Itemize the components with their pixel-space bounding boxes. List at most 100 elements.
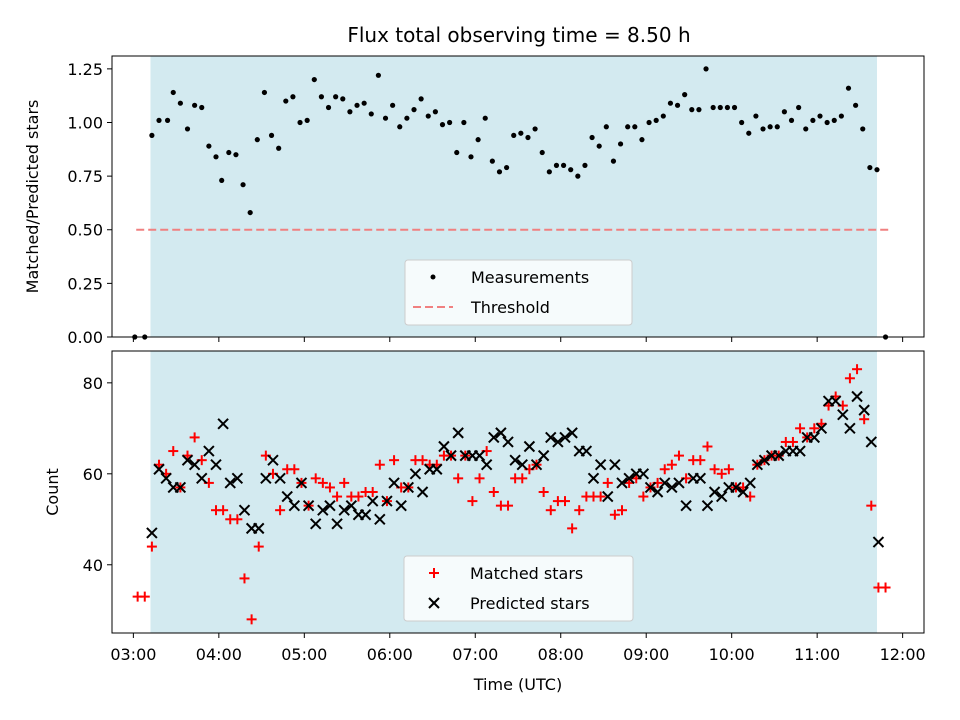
cross-stroke-b bbox=[580, 445, 593, 457]
measurement-point bbox=[845, 85, 852, 91]
predicted-star-point bbox=[609, 459, 621, 471]
matched-star-point bbox=[702, 441, 713, 452]
cross-stroke-b bbox=[602, 490, 614, 503]
measurement-point bbox=[532, 126, 538, 132]
predicted-star-point bbox=[651, 486, 664, 498]
cross-stroke-b bbox=[623, 472, 635, 485]
measurement-point bbox=[682, 92, 688, 98]
measurement-point bbox=[504, 164, 510, 171]
matched-star-point bbox=[332, 491, 343, 502]
predicted-star-point bbox=[473, 449, 486, 462]
cross-stroke-b bbox=[402, 481, 415, 494]
measurement-point bbox=[276, 145, 282, 151]
measurement-point bbox=[824, 119, 830, 126]
cross-stroke-b bbox=[238, 504, 251, 516]
cross-stroke-b bbox=[594, 459, 607, 471]
predicted-star-point bbox=[366, 495, 379, 507]
measurement-point bbox=[489, 158, 495, 164]
measurement-point bbox=[831, 117, 837, 123]
predicted-star-point bbox=[409, 468, 422, 480]
cross-stroke-b bbox=[224, 477, 236, 489]
legend-threshold-label: Threshold bbox=[470, 298, 550, 317]
cross-stroke-b bbox=[637, 468, 650, 480]
matched-star-point bbox=[545, 505, 556, 516]
measurement-point bbox=[156, 117, 162, 123]
predicted-star-point bbox=[438, 440, 450, 453]
predicted-star-point bbox=[730, 481, 742, 494]
predicted-star-point bbox=[858, 404, 870, 416]
time-x-tick-label: 06:00 bbox=[367, 645, 413, 664]
measurement-point bbox=[149, 132, 155, 138]
predicted-star-point bbox=[196, 472, 208, 485]
ratio-y-label: Matched/Predicted stars bbox=[23, 100, 42, 294]
predicted-star-point bbox=[231, 472, 244, 485]
matched-star-point bbox=[673, 450, 684, 461]
predicted-star-point bbox=[694, 472, 707, 485]
cross-stroke-b bbox=[428, 597, 440, 609]
predicted-star-point bbox=[844, 422, 856, 435]
predicted-star-point bbox=[616, 477, 628, 489]
predicted-star-point bbox=[808, 431, 821, 444]
cross-stroke-b bbox=[680, 499, 692, 512]
predicted-star-point bbox=[224, 477, 236, 489]
cross-stroke-b bbox=[196, 472, 208, 485]
measurement-point bbox=[297, 119, 303, 126]
measurement-point bbox=[261, 89, 268, 96]
cross-stroke-b bbox=[174, 481, 187, 494]
ratio-y-tick-label: 0.75 bbox=[67, 167, 103, 186]
measurement-point bbox=[447, 119, 453, 126]
predicted-star-point bbox=[872, 536, 885, 548]
ratio-y-tick-label: 1.00 bbox=[67, 113, 103, 132]
cross-stroke-b bbox=[445, 449, 457, 462]
predicted-star-point bbox=[701, 499, 714, 512]
cross-stroke-b bbox=[438, 440, 450, 453]
measurement-point bbox=[340, 96, 346, 102]
measurement-point bbox=[689, 107, 695, 113]
measurement-point bbox=[170, 89, 176, 96]
cross-stroke-b bbox=[310, 518, 322, 530]
measurement-point bbox=[432, 109, 438, 115]
measurement-point bbox=[710, 104, 716, 111]
measurement-point bbox=[525, 134, 531, 141]
cross-stroke-b bbox=[844, 422, 856, 435]
matched-star-point bbox=[232, 514, 243, 525]
cross-stroke-b bbox=[181, 454, 194, 466]
cross-stroke-b bbox=[545, 431, 557, 444]
time-x-tick-label: 10:00 bbox=[709, 645, 755, 664]
matched-star-point bbox=[139, 591, 150, 602]
measurement-point bbox=[860, 126, 866, 132]
cross-stroke-b bbox=[331, 518, 343, 530]
time-x-axis: 03:00 04:00 05:00 06:00 07:00 08:00 09:00 10:00… bbox=[110, 633, 926, 664]
measurement-point bbox=[575, 173, 581, 179]
legend-matched-marker bbox=[429, 568, 439, 578]
predicted-star-point bbox=[359, 509, 372, 521]
measurement-point bbox=[625, 124, 631, 130]
measurement-point bbox=[240, 182, 246, 188]
predicted-star-point bbox=[388, 477, 400, 489]
matched-star-point bbox=[353, 491, 364, 502]
time-x-tick-label: 08:00 bbox=[538, 645, 584, 664]
matched-star-point bbox=[709, 464, 720, 475]
matched-star-point bbox=[695, 455, 706, 466]
predicted-star-point bbox=[274, 472, 286, 485]
measurement-point bbox=[311, 76, 317, 83]
measurement-point bbox=[703, 66, 709, 72]
cross-stroke-b bbox=[865, 436, 877, 448]
cross-stroke-b bbox=[530, 459, 543, 471]
measurement-point bbox=[838, 113, 844, 119]
measurement-point bbox=[382, 115, 389, 121]
predicted-star-point bbox=[744, 477, 756, 489]
cross-stroke-b bbox=[153, 463, 165, 475]
predicted-star-point bbox=[758, 454, 771, 466]
measurement-point bbox=[354, 102, 360, 108]
count-y-label: Count bbox=[43, 468, 62, 516]
predicted-star-point bbox=[374, 513, 386, 525]
cross-stroke-b bbox=[566, 427, 578, 439]
predicted-star-point bbox=[210, 459, 222, 471]
measurement-point bbox=[213, 154, 219, 160]
cross-stroke-b bbox=[716, 490, 728, 503]
predicted-star-point bbox=[253, 522, 265, 535]
predicted-star-point bbox=[552, 436, 564, 448]
cross-stroke-b bbox=[737, 486, 749, 498]
